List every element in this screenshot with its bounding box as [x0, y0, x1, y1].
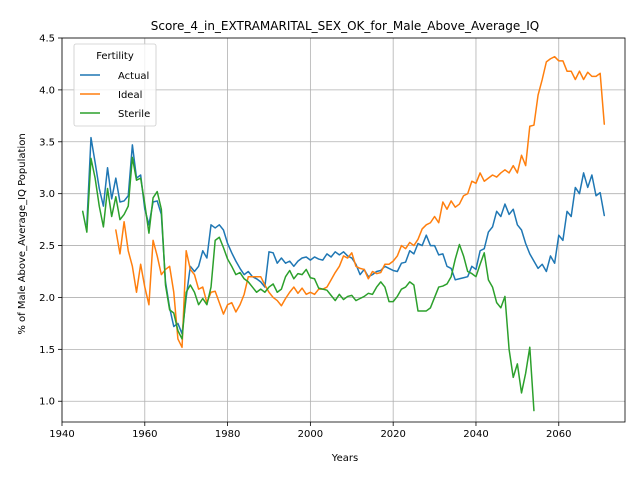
y-tick-label: 2.5: [39, 241, 55, 252]
series-line-actual: [86, 136, 606, 335]
y-tick-label: 2.0: [39, 293, 55, 304]
y-tick-label: 1.0: [39, 397, 55, 408]
x-tick-label: 2060: [546, 429, 571, 440]
y-tick-label: 3.5: [39, 137, 55, 148]
legend-label-sterile: Sterile: [118, 109, 150, 120]
x-tick-label: 1980: [215, 429, 240, 440]
y-tick-label: 4.0: [39, 85, 55, 96]
x-tick-label: 2020: [380, 429, 405, 440]
series-line-ideal: [115, 55, 606, 349]
legend-label-actual: Actual: [118, 71, 149, 82]
chart-title: Score_4_in_EXTRAMARITAL_SEX_OK_for_Male_…: [151, 19, 539, 33]
x-tick-label: 2040: [463, 429, 488, 440]
x-tick-label: 2000: [298, 429, 323, 440]
ticks: 1940 1960 1980 2000 2020 2040 2060 1.0 1.5 2.0 2.5…: [39, 34, 571, 441]
legend-box: [73, 43, 157, 127]
x-axis-label: Years: [331, 453, 358, 464]
y-axis-label: % of Male Above_Average_IQ Population: [17, 133, 28, 334]
plot-frame: [61, 37, 626, 423]
legend-label-ideal: Ideal: [118, 90, 142, 101]
series-line-sterile: [81, 156, 535, 412]
series-group: [81, 55, 606, 412]
y-tick-label: 1.5: [39, 345, 55, 356]
y-tick-label: 4.5: [39, 34, 55, 45]
legend: Fertility Actual Ideal Sterile: [73, 43, 157, 127]
y-tick-label: 3.0: [39, 189, 55, 200]
x-tick-label: 1960: [132, 429, 157, 440]
legend-title: Fertility: [96, 51, 134, 62]
x-tick-label: 1940: [49, 429, 74, 440]
